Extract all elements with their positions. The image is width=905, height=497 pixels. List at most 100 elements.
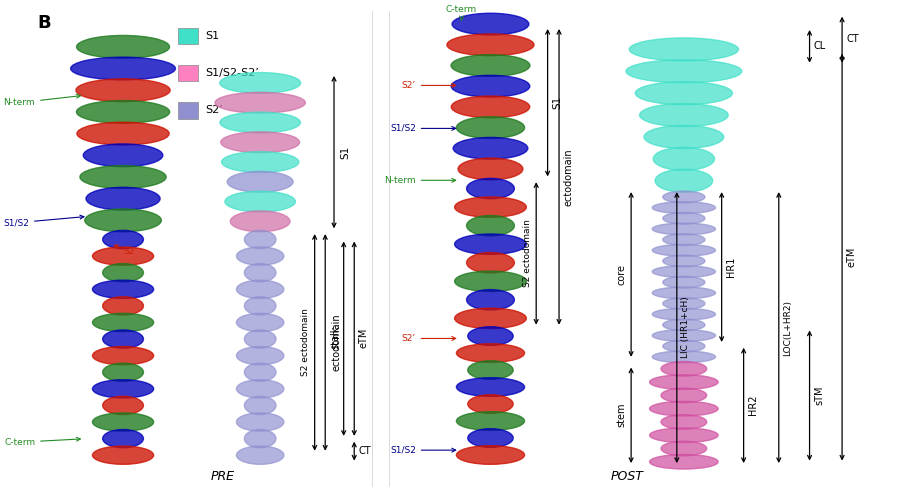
Ellipse shape (653, 202, 716, 214)
Ellipse shape (456, 446, 525, 464)
Ellipse shape (225, 191, 295, 212)
Ellipse shape (77, 35, 169, 58)
Ellipse shape (662, 276, 705, 288)
Ellipse shape (662, 255, 705, 267)
Ellipse shape (640, 103, 729, 127)
Ellipse shape (662, 340, 705, 352)
Text: S1: S1 (552, 96, 562, 109)
Text: S1/S2: S1/S2 (390, 446, 456, 455)
Text: S2’: S2’ (402, 81, 456, 90)
Ellipse shape (661, 361, 707, 376)
Text: core: core (616, 264, 627, 285)
Ellipse shape (650, 402, 719, 416)
Text: S2’: S2’ (205, 105, 223, 115)
Ellipse shape (236, 446, 284, 464)
Text: S1/S2: S1/S2 (3, 215, 84, 227)
Ellipse shape (468, 361, 513, 379)
Text: PRE: PRE (210, 470, 234, 483)
Ellipse shape (655, 169, 713, 192)
Ellipse shape (85, 209, 161, 232)
Text: S2’: S2’ (402, 334, 456, 343)
Ellipse shape (456, 344, 525, 362)
Ellipse shape (244, 396, 276, 414)
Ellipse shape (662, 191, 705, 203)
Ellipse shape (92, 346, 154, 365)
Ellipse shape (236, 280, 284, 298)
Ellipse shape (452, 96, 529, 118)
Ellipse shape (458, 158, 523, 180)
Ellipse shape (626, 60, 742, 83)
Ellipse shape (467, 215, 514, 236)
Text: C-term: C-term (446, 5, 477, 20)
Text: ectodomain: ectodomain (564, 148, 574, 206)
Ellipse shape (661, 414, 707, 429)
Ellipse shape (456, 412, 525, 430)
Text: LIC (HR1+cH): LIC (HR1+cH) (681, 297, 691, 358)
Ellipse shape (653, 330, 716, 341)
Text: eTM: eTM (358, 327, 368, 347)
Text: S2 ectodomain: S2 ectodomain (301, 309, 310, 376)
Ellipse shape (662, 319, 705, 331)
Ellipse shape (221, 132, 300, 153)
Ellipse shape (236, 247, 284, 265)
Ellipse shape (467, 178, 514, 199)
Ellipse shape (447, 34, 534, 56)
Text: eTM: eTM (846, 247, 856, 267)
Ellipse shape (650, 375, 719, 390)
Ellipse shape (468, 428, 513, 447)
Ellipse shape (661, 388, 707, 403)
Ellipse shape (76, 79, 170, 101)
Ellipse shape (653, 266, 716, 277)
Ellipse shape (454, 308, 527, 329)
Ellipse shape (92, 446, 154, 464)
Text: stem: stem (616, 403, 627, 427)
Ellipse shape (244, 429, 276, 448)
Text: POST: POST (610, 470, 643, 483)
Ellipse shape (230, 211, 290, 232)
Ellipse shape (467, 290, 514, 310)
Ellipse shape (222, 152, 299, 172)
Ellipse shape (454, 234, 527, 254)
Ellipse shape (456, 378, 525, 397)
Ellipse shape (92, 280, 154, 298)
Ellipse shape (650, 454, 719, 469)
Ellipse shape (244, 363, 276, 381)
Ellipse shape (635, 82, 732, 105)
Text: S1/S2: S1/S2 (390, 124, 456, 133)
Ellipse shape (102, 297, 143, 315)
Ellipse shape (220, 112, 300, 133)
Ellipse shape (92, 413, 154, 431)
Ellipse shape (468, 395, 513, 414)
Ellipse shape (653, 287, 716, 299)
Text: S2 ectodomain: S2 ectodomain (523, 220, 532, 287)
Ellipse shape (456, 117, 525, 139)
FancyBboxPatch shape (178, 65, 198, 82)
Ellipse shape (76, 100, 169, 123)
Ellipse shape (220, 73, 300, 93)
Ellipse shape (236, 346, 284, 365)
Ellipse shape (650, 428, 719, 442)
Ellipse shape (215, 92, 305, 113)
Text: B: B (38, 14, 52, 32)
Text: ectodomain: ectodomain (331, 314, 341, 371)
Ellipse shape (662, 212, 705, 224)
Ellipse shape (244, 231, 276, 248)
Text: C-term: C-term (4, 437, 81, 447)
Ellipse shape (653, 351, 716, 363)
Text: HR2: HR2 (748, 395, 758, 415)
FancyBboxPatch shape (178, 102, 198, 118)
Ellipse shape (236, 380, 284, 398)
Text: sTM: sTM (814, 386, 824, 405)
Ellipse shape (452, 76, 529, 97)
Text: CT: CT (358, 446, 371, 456)
Text: N-term: N-term (384, 176, 456, 185)
Text: N-term: N-term (4, 94, 81, 107)
Text: CL: CL (814, 41, 826, 51)
Ellipse shape (83, 144, 163, 166)
Ellipse shape (653, 147, 715, 170)
Ellipse shape (653, 223, 716, 235)
Ellipse shape (451, 55, 530, 77)
Ellipse shape (80, 166, 167, 188)
Ellipse shape (653, 308, 716, 320)
Text: S2’: S2’ (114, 245, 138, 256)
